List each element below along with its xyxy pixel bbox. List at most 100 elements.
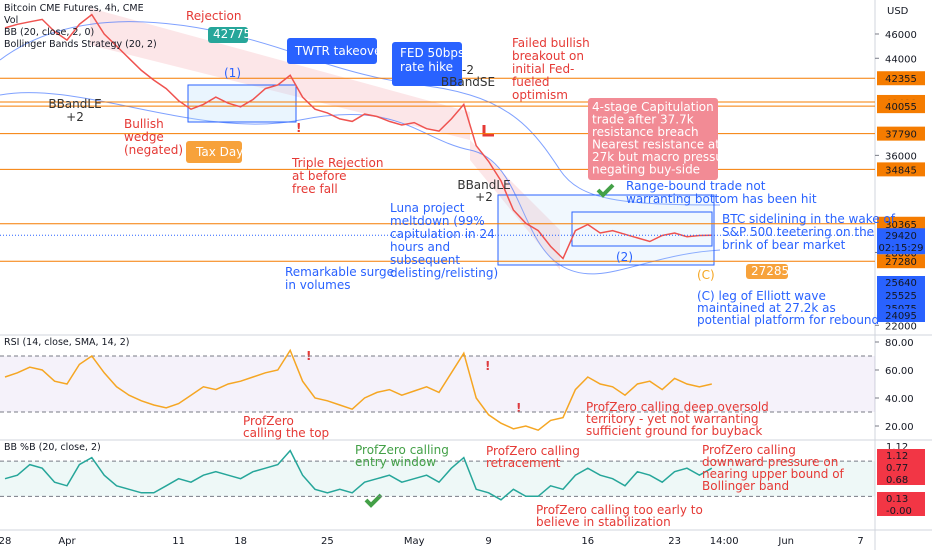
bb-lower: [0, 92, 721, 275]
annotation-line: territory - yet not warranting: [586, 412, 759, 426]
annotation: ProfZero calling downward pressure on near…: [702, 443, 845, 493]
x-tick-label: 9: [485, 536, 491, 547]
annotation: Triple Rejection at before free fall: [291, 156, 383, 196]
range-box: [497, 194, 715, 266]
value-box: [877, 492, 925, 504]
annotation-line: wedge: [124, 130, 164, 144]
annotation: Remarkable surge in volumes: [285, 265, 394, 292]
annotation-line: BTC sidelining in the wake of: [722, 212, 896, 226]
annotation: TWTR takeover: [294, 44, 386, 58]
annotation-line: fueled: [512, 75, 550, 89]
last-price-label: 29420: [885, 231, 917, 242]
annotation-line: ProfZero calling deep oversold: [586, 400, 769, 414]
annotation-line: entry window: [355, 455, 436, 469]
annotation-line: meltdown (99%: [390, 214, 485, 228]
annotation-line: delisting/relisting): [390, 266, 498, 280]
countdown: 02:15:29: [879, 243, 924, 254]
annotation-line: Failed bullish: [512, 36, 590, 50]
range-box: [571, 211, 713, 247]
annotation: (1): [224, 66, 241, 80]
annotation: ProfZero calling the top: [243, 414, 329, 440]
annotation-line: 27k but macro pressure: [592, 150, 735, 164]
value-box: [877, 473, 925, 485]
band-fill: [0, 461, 875, 497]
x-tick-label: 7: [857, 536, 863, 547]
annotation-line: Rejection: [186, 9, 241, 23]
y-tick-label: 60.00: [885, 366, 914, 377]
value-box: [877, 504, 925, 516]
value-box: [877, 461, 925, 473]
bb-upper: [0, 21, 721, 206]
annotation-line: ProfZero calling: [702, 443, 796, 457]
annotation-line: Triple Rejection: [291, 156, 383, 170]
x-tick-label: Jun: [777, 536, 794, 547]
level-box: [877, 254, 925, 269]
annotation-line: +2: [475, 190, 493, 204]
annotation-line: downward pressure on: [702, 455, 838, 469]
annotation-line: hours and: [390, 240, 450, 254]
down-channel: [90, 8, 470, 140]
volume-label: 25525: [885, 291, 917, 302]
value-box-label: 0.77: [886, 463, 908, 474]
annotation-line: Remarkable surge: [285, 265, 394, 279]
level-box: [877, 162, 925, 177]
annotation: 42775: [213, 27, 251, 41]
annotation-line: capitulation in 24: [390, 227, 495, 241]
annotation-line: negating buy-side: [592, 163, 700, 177]
volume-box: [877, 276, 925, 289]
annotation: BBandLE +2: [48, 97, 101, 124]
annotation-box: [208, 27, 248, 43]
x-tick-label: 25: [321, 536, 334, 547]
annotation: 4-stage Capitulation trade after 37.7k res…: [592, 100, 735, 177]
x-tick-label: Apr: [58, 536, 76, 547]
annotation-line: (C): [697, 268, 715, 282]
y-tick-label: 20.00: [885, 422, 914, 433]
annotation-box: [588, 98, 718, 180]
value-box-label: -0.00: [886, 506, 912, 517]
series-line: [4, 348, 712, 432]
annotation-line: Range-bound trade not: [626, 179, 766, 193]
series-line: [4, 449, 713, 501]
annotation-line: sufficient ground for buyback: [586, 424, 762, 438]
volume-box: [877, 309, 925, 322]
volume-label: 24095: [885, 311, 917, 322]
annotation-line: S&P 500 teetering on the: [722, 225, 874, 239]
annotation: (C) leg of Elliott wave maintained at 27.…: [697, 289, 879, 327]
annotation-line: brink of bear market: [722, 238, 846, 252]
annotation-line: (2): [616, 250, 633, 264]
annotation-line: trade after 37.7k: [592, 113, 694, 127]
legend-entry: Bitcoin CME Futures, 4h, CME: [4, 3, 144, 14]
annotation-line: BBandLE: [457, 178, 510, 192]
legend-entry: Bollinger Bands Strategy (20, 2): [4, 39, 157, 50]
annotation: Failed bullish breakout on initial Fed-fue…: [512, 36, 590, 102]
annotation-line: Nearest resistance at: [592, 138, 720, 152]
x-tick-label: 18: [234, 536, 247, 547]
y-tick-label: 36000: [885, 151, 917, 162]
annotation-line: (negated): [124, 143, 183, 157]
level-box: [877, 99, 925, 114]
x-tick-label: 11: [172, 536, 185, 547]
range-box: [187, 84, 297, 123]
annotation-line: ProfZero calling: [355, 443, 449, 457]
annotation-line: potential platform for rebound: [697, 313, 879, 327]
annotation-box: [186, 141, 242, 163]
annotation-line: 4-stage Capitulation: [592, 100, 714, 114]
annotation-line: optimism: [512, 88, 568, 102]
pane-title: RSI (14, close, SMA, 14, 2): [4, 337, 129, 348]
annotation-line: retracement: [486, 456, 561, 470]
annotation: -2 BBandSE: [441, 63, 495, 89]
annotation: ProfZero calling deep oversold territory …: [586, 400, 769, 438]
x-tick-label: 23: [668, 536, 681, 547]
annotation-line: 27285: [751, 264, 789, 278]
annotation: Range-bound trade not warranting bottom h…: [626, 179, 817, 206]
annotation: Rejection: [186, 9, 241, 23]
level-label: 42355: [885, 74, 917, 85]
annotation: (2): [616, 250, 633, 264]
exclamation-icon: !: [296, 121, 301, 135]
y-tick-label: 40.00: [885, 394, 914, 405]
volume-box: [877, 289, 925, 302]
capitulation-channel: [470, 140, 560, 270]
value-box-label: 1.12: [886, 442, 908, 453]
annotation: BBandLE +2: [457, 178, 510, 204]
annotation-box: [287, 38, 377, 64]
